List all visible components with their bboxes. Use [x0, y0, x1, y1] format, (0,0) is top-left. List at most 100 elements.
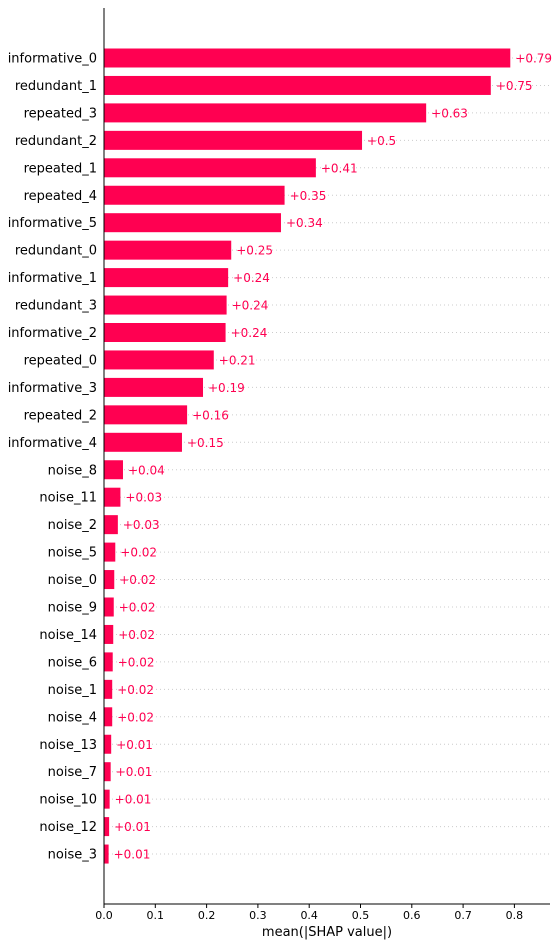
bar-noise_1: [104, 679, 113, 699]
value-label-noise_4: +0.02: [117, 710, 154, 724]
bar-noise_5: [104, 542, 116, 562]
value-label-repeated_1: +0.41: [321, 161, 358, 175]
row-guide-lines: [104, 57, 550, 855]
value-label-noise_11: +0.03: [125, 491, 162, 505]
x-tick-label: 0.3: [249, 909, 267, 922]
value-label-redundant_0: +0.25: [236, 244, 273, 258]
value-label-noise_13: +0.01: [116, 738, 153, 752]
category-label-redundant_2: redundant_2: [15, 134, 97, 149]
bar-noise_6: [104, 652, 113, 672]
value-label-repeated_3: +0.63: [431, 106, 468, 120]
bar-noise_12: [104, 817, 110, 837]
value-label-informative_2: +0.24: [231, 326, 268, 340]
x-tick-label: 0.6: [403, 909, 421, 922]
bar-noise_8: [104, 460, 123, 480]
bar-noise_11: [104, 487, 121, 507]
value-label-repeated_4: +0.35: [290, 189, 327, 203]
category-label-informative_1: informative_1: [8, 271, 97, 286]
x-tick-label: 0.0: [95, 909, 113, 922]
category-label-redundant_3: redundant_3: [15, 299, 97, 314]
category-label-noise_2: noise_2: [48, 518, 97, 533]
category-label-noise_14: noise_14: [39, 628, 97, 643]
category-label-repeated_4: repeated_4: [24, 189, 97, 204]
bar-group: [104, 48, 511, 864]
x-axis-label: mean(|SHAP value|): [262, 925, 392, 940]
category-label-noise_0: noise_0: [48, 573, 97, 588]
value-label-noise_14: +0.02: [118, 628, 155, 642]
value-label-noise_5: +0.02: [120, 546, 157, 560]
x-tick-label: 0.4: [300, 909, 318, 922]
category-label-informative_3: informative_3: [8, 381, 97, 396]
category-label-group: informative_0 redundant_1 repeated_3redund…: [8, 52, 97, 863]
category-label-informative_0: informative_0: [8, 52, 97, 67]
category-label-noise_7: noise_7: [48, 765, 97, 780]
value-label-noise_1: +0.02: [117, 683, 154, 697]
bar-repeated_2: [104, 405, 188, 425]
value-label-noise_12: +0.01: [114, 820, 151, 834]
bar-noise_14: [104, 624, 114, 644]
value-label-noise_9: +0.02: [119, 601, 156, 615]
value-label-noise_10: +0.01: [115, 793, 152, 807]
bar-informative_3: [104, 377, 204, 397]
value-label-informative_0: +0.79: [515, 52, 552, 66]
value-label-repeated_0: +0.21: [219, 353, 256, 367]
bar-repeated_1: [104, 158, 316, 178]
value-label-informative_1: +0.24: [233, 271, 270, 285]
bar-informative_0: [104, 48, 511, 68]
x-tick-label: 0.8: [506, 909, 524, 922]
category-label-noise_6: noise_6: [48, 655, 97, 670]
x-tick-group: 0.0 0.1 0.2 0.3 0.4 0.5 0.6 0.7 0.8: [95, 904, 523, 922]
value-label-noise_2: +0.03: [123, 518, 160, 532]
bar-noise_0: [104, 570, 115, 590]
category-label-redundant_0: redundant_0: [15, 244, 97, 259]
category-label-noise_11: noise_11: [39, 491, 97, 506]
category-label-noise_10: noise_10: [39, 793, 97, 808]
category-label-informative_2: informative_2: [8, 326, 97, 341]
x-tick-label: 0.5: [352, 909, 370, 922]
category-label-noise_4: noise_4: [48, 710, 97, 725]
category-label-noise_9: noise_9: [48, 601, 97, 616]
category-label-redundant_1: redundant_1: [15, 79, 97, 94]
value-label-redundant_3: +0.24: [232, 299, 269, 313]
bar-informative_2: [104, 323, 226, 342]
value-label-informative_3: +0.19: [208, 381, 245, 395]
category-label-informative_5: informative_5: [8, 216, 97, 231]
value-label-repeated_2: +0.16: [192, 408, 229, 422]
x-tick-label: 0.1: [147, 909, 165, 922]
bar-noise_2: [104, 515, 118, 535]
bar-noise_10: [104, 789, 110, 809]
bar-informative_5: [104, 213, 281, 233]
category-label-repeated_3: repeated_3: [24, 106, 97, 121]
bar-repeated_3: [104, 103, 427, 123]
value-label-informative_4: +0.15: [187, 436, 224, 450]
category-label-noise_13: noise_13: [39, 738, 97, 753]
bar-noise_4: [104, 707, 113, 727]
bar-noise_7: [104, 762, 111, 782]
bar-informative_1: [104, 268, 229, 288]
bar-repeated_4: [104, 185, 285, 205]
category-label-noise_1: noise_1: [48, 683, 97, 698]
category-label-noise_5: noise_5: [48, 546, 97, 561]
bar-noise_9: [104, 597, 114, 617]
x-tick-label: 0.2: [198, 909, 216, 922]
value-label-group: +0.79 +0.75 +0.63 +0.5 +0.41 +0.35 +0.34 +0.25 +…: [114, 52, 552, 862]
value-label-noise_8: +0.04: [128, 463, 165, 477]
bar-redundant_1: [104, 75, 491, 95]
bar-noise_3: [104, 844, 109, 864]
bar-informative_4: [104, 432, 182, 452]
bar-redundant_2: [104, 130, 363, 150]
value-label-noise_3: +0.01: [114, 848, 151, 862]
value-label-noise_7: +0.01: [116, 765, 153, 779]
bar-redundant_0: [104, 240, 232, 260]
bar-redundant_3: [104, 295, 227, 315]
value-label-noise_0: +0.02: [119, 573, 156, 587]
value-label-redundant_2: +0.5: [367, 134, 396, 148]
x-tick-label: 0.7: [454, 909, 472, 922]
category-label-noise_8: noise_8: [48, 463, 97, 478]
category-label-noise_12: noise_12: [39, 820, 97, 835]
bar-noise_13: [104, 734, 112, 754]
category-label-repeated_0: repeated_0: [24, 353, 97, 368]
value-label-noise_6: +0.02: [118, 655, 155, 669]
value-label-redundant_1: +0.75: [496, 79, 533, 93]
